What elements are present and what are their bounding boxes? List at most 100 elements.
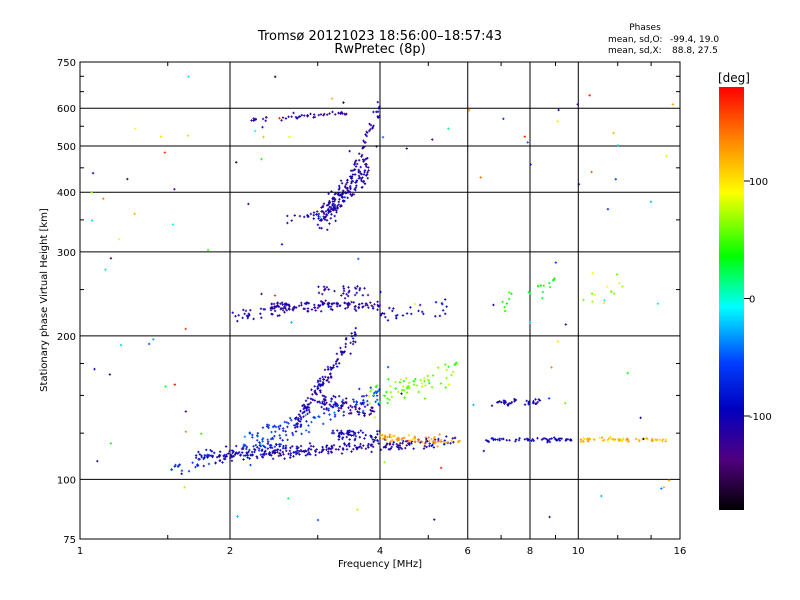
data-point [504,401,507,404]
data-point [163,151,167,154]
data-point [245,451,248,454]
data-point [332,403,335,407]
data-point [178,463,181,466]
data-point [260,449,264,453]
data-point [196,463,199,466]
data-point [432,446,436,449]
data-point [361,431,365,434]
data-point [376,100,380,104]
data-point [102,197,105,200]
data-point [338,445,342,448]
data-point [297,446,300,449]
data-point [353,305,356,309]
data-point [270,305,274,309]
data-point [335,402,338,405]
data-point [394,314,398,317]
data-point [337,111,340,115]
data-point [586,440,590,443]
data-point [338,435,341,439]
data-point [109,257,113,260]
data-point [281,116,285,119]
data-point [347,291,350,294]
data-point [609,290,613,294]
data-point [445,435,448,438]
data-point [306,310,310,313]
data-point [424,384,427,387]
data-point [254,117,257,121]
data-point [287,452,290,456]
data-point [237,314,240,317]
data-point [309,448,313,451]
colorbar-tick-label: 100 [749,177,768,188]
data-point [351,337,355,340]
data-point [401,314,405,317]
data-point [529,163,532,166]
data-point [353,331,357,334]
data-point [508,439,511,442]
chart-title: Tromsø 20121023 18:56:00–18:57:43 [257,29,502,44]
data-point [402,439,405,443]
data-point [403,436,406,440]
data-point [341,192,344,196]
data-point [358,303,361,306]
data-point [365,134,368,138]
data-point [552,278,556,282]
data-point [479,176,482,179]
data-point [651,439,655,443]
y-tick-labels: 75 100 200 300 400 500 600 750 [57,58,76,546]
data-point [281,307,285,310]
data-point [287,303,291,306]
data-point [329,418,332,421]
data-point [384,315,387,319]
data-point [523,135,526,138]
phase-stats-o-label: mean, sd,O: [608,35,662,45]
data-point [348,289,351,293]
data-point [173,383,177,386]
data-point [444,363,447,366]
data-point [327,367,330,371]
data-point [308,411,311,414]
data-point [296,422,299,426]
data-point [250,450,254,454]
data-point [336,429,339,432]
data-point [240,447,244,451]
data-point [388,433,392,436]
data-point [376,430,379,433]
data-point [590,292,594,295]
data-point [191,461,194,464]
data-point [602,301,606,305]
data-point [261,125,264,129]
data-point [542,284,545,287]
data-point [291,445,294,448]
data-point [209,454,213,457]
data-point [621,437,625,440]
data-point [405,391,409,394]
data-point [612,131,615,135]
data-point [359,172,362,175]
data-point [351,430,355,433]
data-point [353,334,356,337]
data-point [310,308,314,311]
data-point [259,453,263,456]
data-point [298,453,301,456]
data-point [260,316,263,319]
data-point [303,404,307,408]
data-point [247,314,250,318]
data-point [259,312,262,315]
data-point [345,293,348,296]
data-point [184,327,187,331]
data-point [439,466,443,470]
data-point [274,451,277,454]
colorbar-unit: [deg] [718,71,750,85]
data-point [275,304,279,307]
data-point [612,292,616,295]
data-point [309,212,313,216]
data-point [350,335,354,338]
data-point [391,443,395,446]
data-point [482,449,486,453]
data-point [398,444,401,447]
data-point [612,438,616,442]
data-point [324,395,327,399]
data-point [269,446,272,449]
data-point [295,416,298,419]
